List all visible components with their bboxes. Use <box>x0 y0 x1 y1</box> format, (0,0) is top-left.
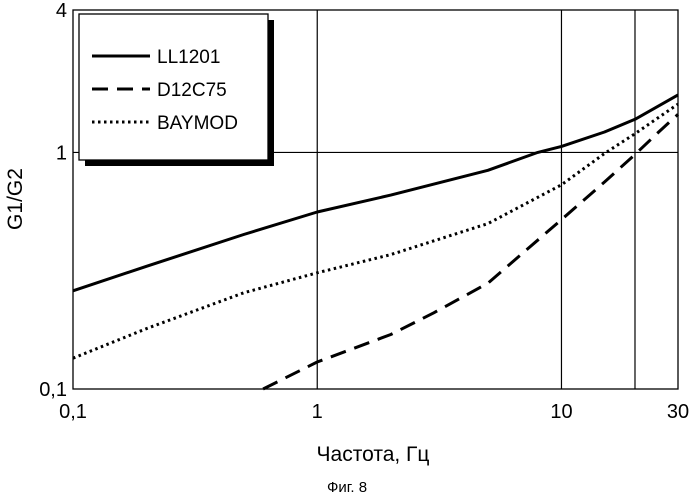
series-line-d12c75 <box>263 114 678 389</box>
x-axis-title: Частота, Гц <box>317 443 430 466</box>
y-tick-label: 0,1 <box>39 379 67 401</box>
y-tick-label: 1 <box>56 142 67 164</box>
x-tick-label: 1 <box>312 401 323 423</box>
legend-label-baymod: BAYMOD <box>157 113 238 134</box>
x-tick-label: 0,1 <box>59 401 87 423</box>
x-tick-label: 30 <box>667 401 689 423</box>
x-tick-label: 10 <box>550 401 572 423</box>
y-axis-title: G1/G2 <box>4 168 27 230</box>
figure-caption: Фиг. 8 <box>327 479 367 496</box>
legend-label-d12c75: D12C75 <box>157 80 227 101</box>
legend-label-ll1201: LL1201 <box>157 47 220 68</box>
legend: LL1201 D12C75 BAYMOD <box>79 14 274 166</box>
y-tick-label: 4 <box>56 0 67 22</box>
